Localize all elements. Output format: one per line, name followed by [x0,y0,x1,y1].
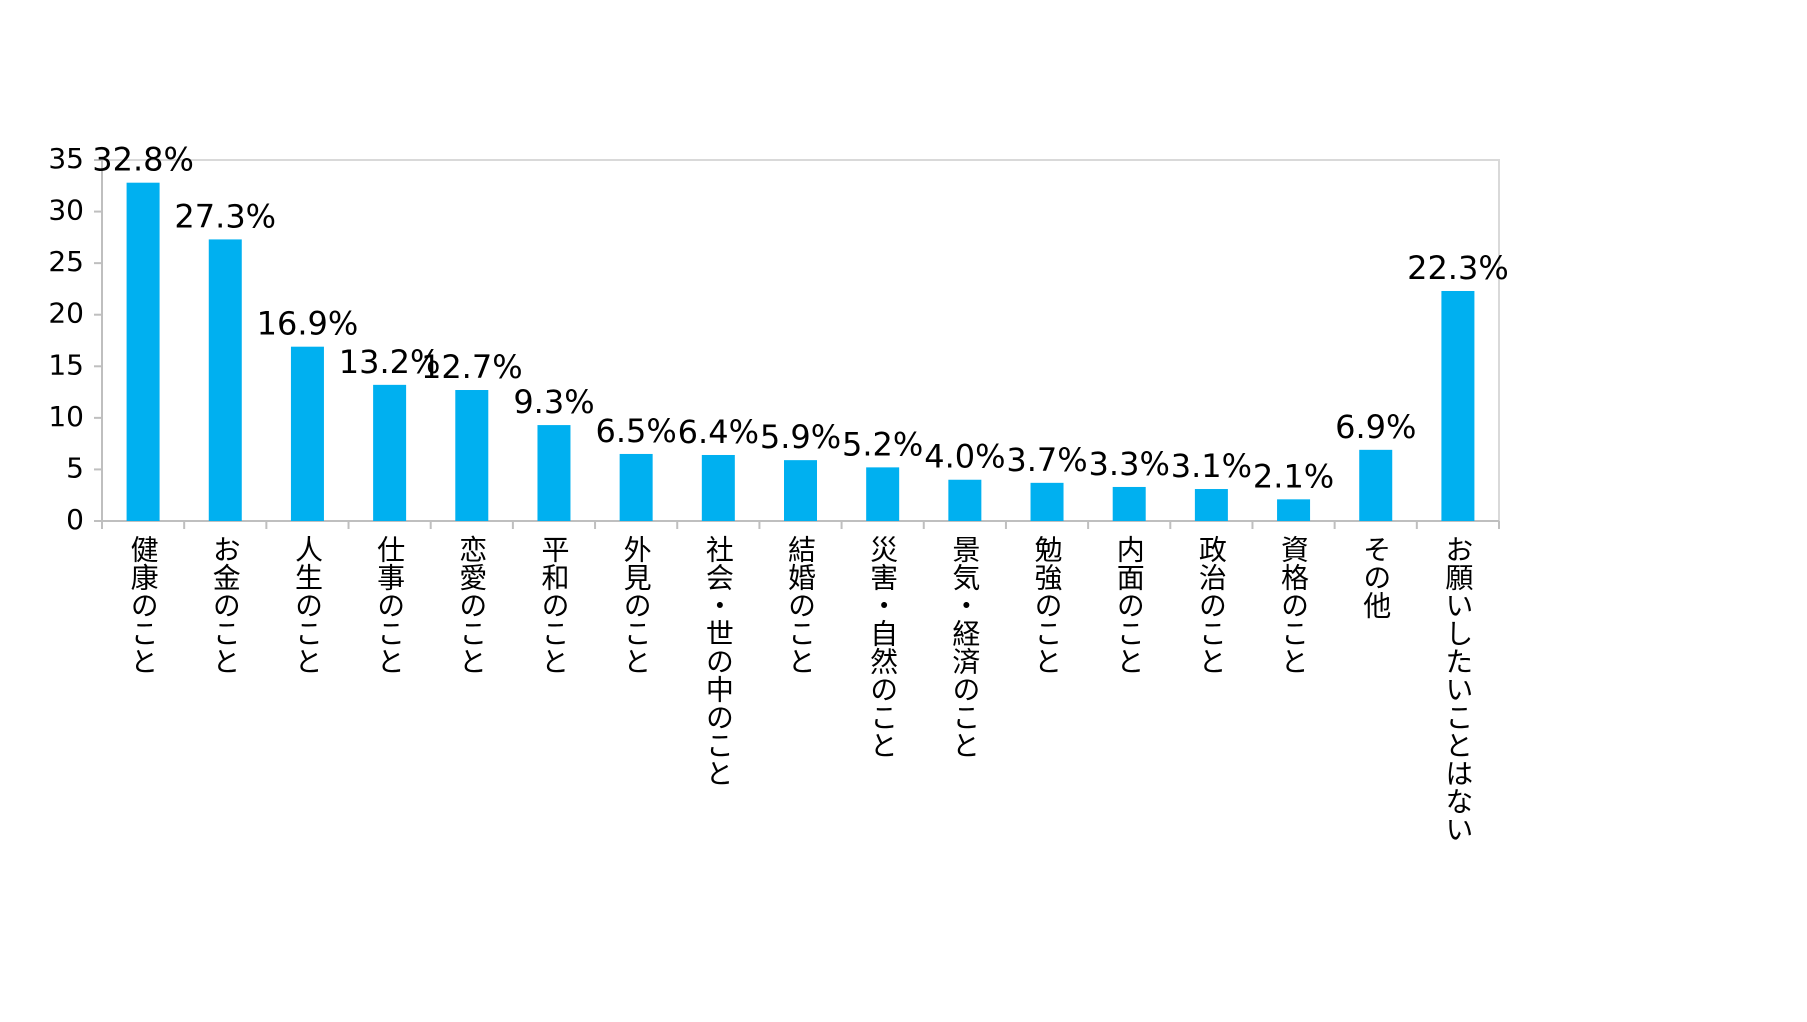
value-label: 6.9% [1335,408,1416,446]
bar [290,346,324,521]
value-label: 9.3% [513,383,594,421]
y-tick-label: 25 [48,245,84,278]
y-tick-label: 30 [48,194,84,227]
y-tick-label: 15 [48,348,84,381]
value-label: 3.3% [1089,445,1170,483]
bar [126,182,160,522]
bar [455,390,489,521]
y-tick-label: 35 [48,142,84,175]
value-label: 6.5% [595,412,676,450]
x-tick-label: 社会・世の中のこと [702,535,735,787]
value-label: 27.3% [174,197,276,235]
value-label: 3.1% [1171,447,1252,485]
value-label: 5.9% [760,418,841,456]
x-tick-label: 人生のこと [291,535,324,675]
x-tick-label: 内面のこと [1113,535,1146,675]
value-label: 16.9% [257,305,359,343]
bar [208,239,242,522]
bar [701,454,735,521]
y-tick-label: 5 [66,451,84,484]
bar [784,460,817,521]
y-tick-label: 20 [48,297,84,330]
x-tick-label: 結婚のこと [784,535,817,675]
y-tick-label: 0 [66,503,84,536]
value-label: 3.7% [1006,441,1087,479]
x-tick-label: 外見のこと [620,535,653,675]
bar [537,425,571,521]
x-tick-label: お願いしたいことはない [1441,535,1474,843]
bar [866,467,900,521]
x-tick-label: 資格のこと [1277,535,1310,675]
x-tick-label: お金のこと [209,535,242,675]
value-label: 32.8% [92,141,194,179]
x-tick-label: 勉強のこと [1031,535,1064,675]
x-tick-label: 政治のこと [1195,535,1228,675]
x-tick-label: 恋愛のこと [455,535,488,675]
value-label: 6.4% [678,413,759,451]
bar [1030,482,1064,521]
bar [1277,499,1311,521]
bar [1359,449,1393,521]
value-label: 2.1% [1253,457,1334,495]
bar [619,453,653,521]
y-tick-label: 10 [48,400,84,433]
value-label: 22.3% [1407,249,1509,287]
x-tick-label: 仕事のこと [373,535,406,675]
x-tick-label: その他 [1359,535,1392,619]
x-tick-label: 平和のこと [537,535,570,675]
bar [948,479,982,521]
x-tick-label: 健康のこと [127,535,160,675]
bar [1194,489,1228,521]
bar [1441,290,1475,521]
x-tick-label: 災害・自然のこと [866,535,899,759]
value-label: 13.2% [339,343,441,381]
bar [1112,486,1146,521]
x-tick-label: 景気・経済のこと [948,535,981,759]
value-label: 12.7% [421,348,523,386]
bar [373,384,407,521]
value-label: 5.2% [842,425,923,463]
value-label: 4.0% [924,438,1005,476]
